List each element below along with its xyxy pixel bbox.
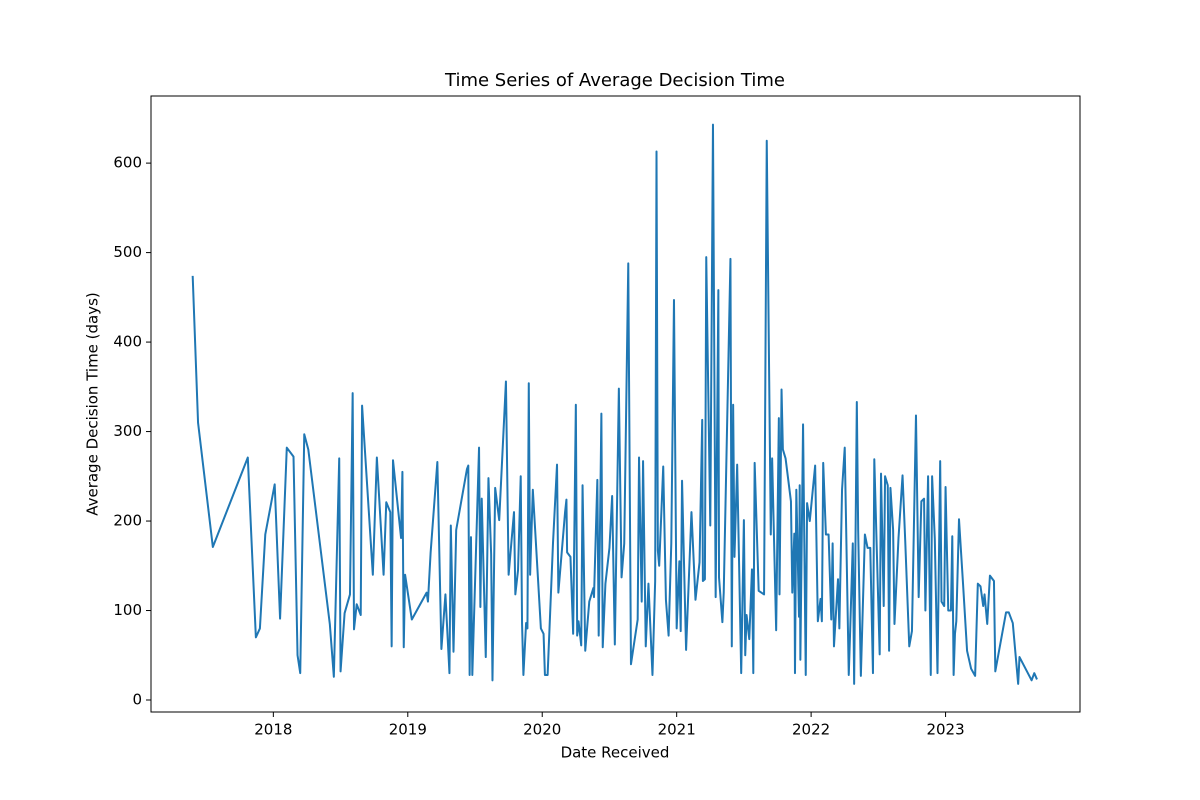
x-axis-label: Date Received: [561, 744, 670, 762]
x-tick-label: 2019: [389, 721, 427, 739]
y-tick-label: 500: [113, 243, 142, 261]
x-tick-label: 2022: [792, 721, 830, 739]
y-tick-label: 600: [113, 154, 142, 172]
y-tick-label: 0: [132, 691, 142, 709]
x-tick-label: 2018: [254, 721, 292, 739]
x-tick-label: 2020: [523, 721, 561, 739]
y-axis-label: Average Decision Time (days): [84, 292, 102, 516]
y-tick-label: 300: [113, 422, 142, 440]
y-tick-label: 400: [113, 333, 142, 351]
plot-frame: [150, 95, 1081, 713]
data-line: [191, 123, 1038, 685]
y-tick-label: 100: [113, 601, 142, 619]
x-tick-label: 2021: [658, 721, 696, 739]
chart-title: Time Series of Average Decision Time: [444, 70, 785, 91]
y-tick-label: 200: [113, 512, 142, 530]
x-tick-label: 2023: [926, 721, 964, 739]
